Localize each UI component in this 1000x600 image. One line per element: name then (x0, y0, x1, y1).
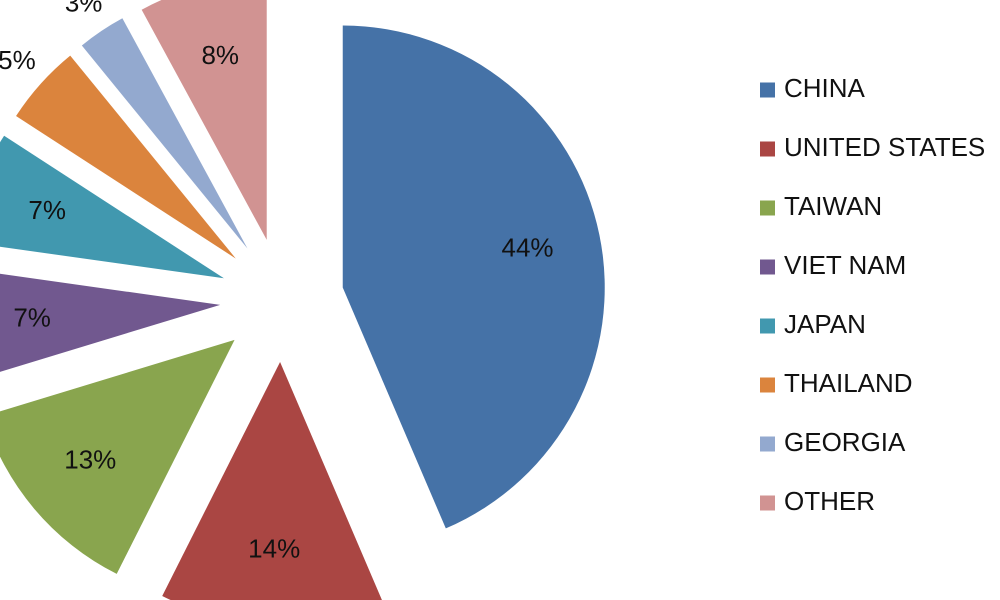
legend-label-japan: JAPAN (784, 309, 866, 339)
data-label-viet-nam: 7% (13, 302, 51, 332)
pie-slice-other (141, 0, 267, 240)
legend-label-china: CHINA (784, 73, 866, 103)
pie-slices (0, 0, 605, 600)
legend-swatch-other (760, 495, 775, 511)
data-label-china: 44% (502, 233, 554, 263)
pie-slice-georgia (81, 18, 248, 249)
data-label-japan: 7% (28, 195, 66, 225)
pie-slice-thailand (16, 55, 236, 259)
legend-swatch-viet-nam (760, 259, 775, 275)
pie-slice-viet-nam (0, 273, 221, 372)
legend-swatch-georgia (760, 436, 775, 452)
legend-label-taiwan: TAIWAN (784, 191, 882, 221)
legend-swatch-united-states (760, 141, 775, 157)
legend-label-georgia: GEORGIA (784, 427, 906, 457)
legend-swatch-taiwan (760, 200, 775, 216)
data-label-other: 8% (201, 40, 239, 70)
data-label-georgia: 3% (65, 0, 103, 17)
legend-label-united-states: UNITED STATES (784, 132, 985, 162)
pie-slice-china (342, 25, 605, 529)
legend-label-thailand: THAILAND (784, 368, 913, 398)
pie-slice-japan (0, 135, 224, 279)
pie-slice-taiwan (0, 339, 235, 574)
legend-swatch-china (760, 82, 775, 98)
chart-legend: CHINA UNITED STATES TAIWAN VIET NAM JAPAN THA… (760, 73, 985, 516)
legend-label-other: OTHER (784, 486, 875, 516)
data-label-thailand: 5% (0, 45, 36, 75)
legend-swatch-japan (760, 318, 775, 334)
data-label-united-states: 14% (248, 533, 300, 563)
legend-label-viet-nam: VIET NAM (784, 250, 906, 280)
pie-slice-united-states (162, 361, 382, 600)
pie-data-labels: 44% 14% 13% 7% 7% 5% 3% 8% (0, 0, 554, 563)
data-label-taiwan: 13% (64, 444, 116, 474)
legend-swatch-thailand (760, 377, 775, 393)
